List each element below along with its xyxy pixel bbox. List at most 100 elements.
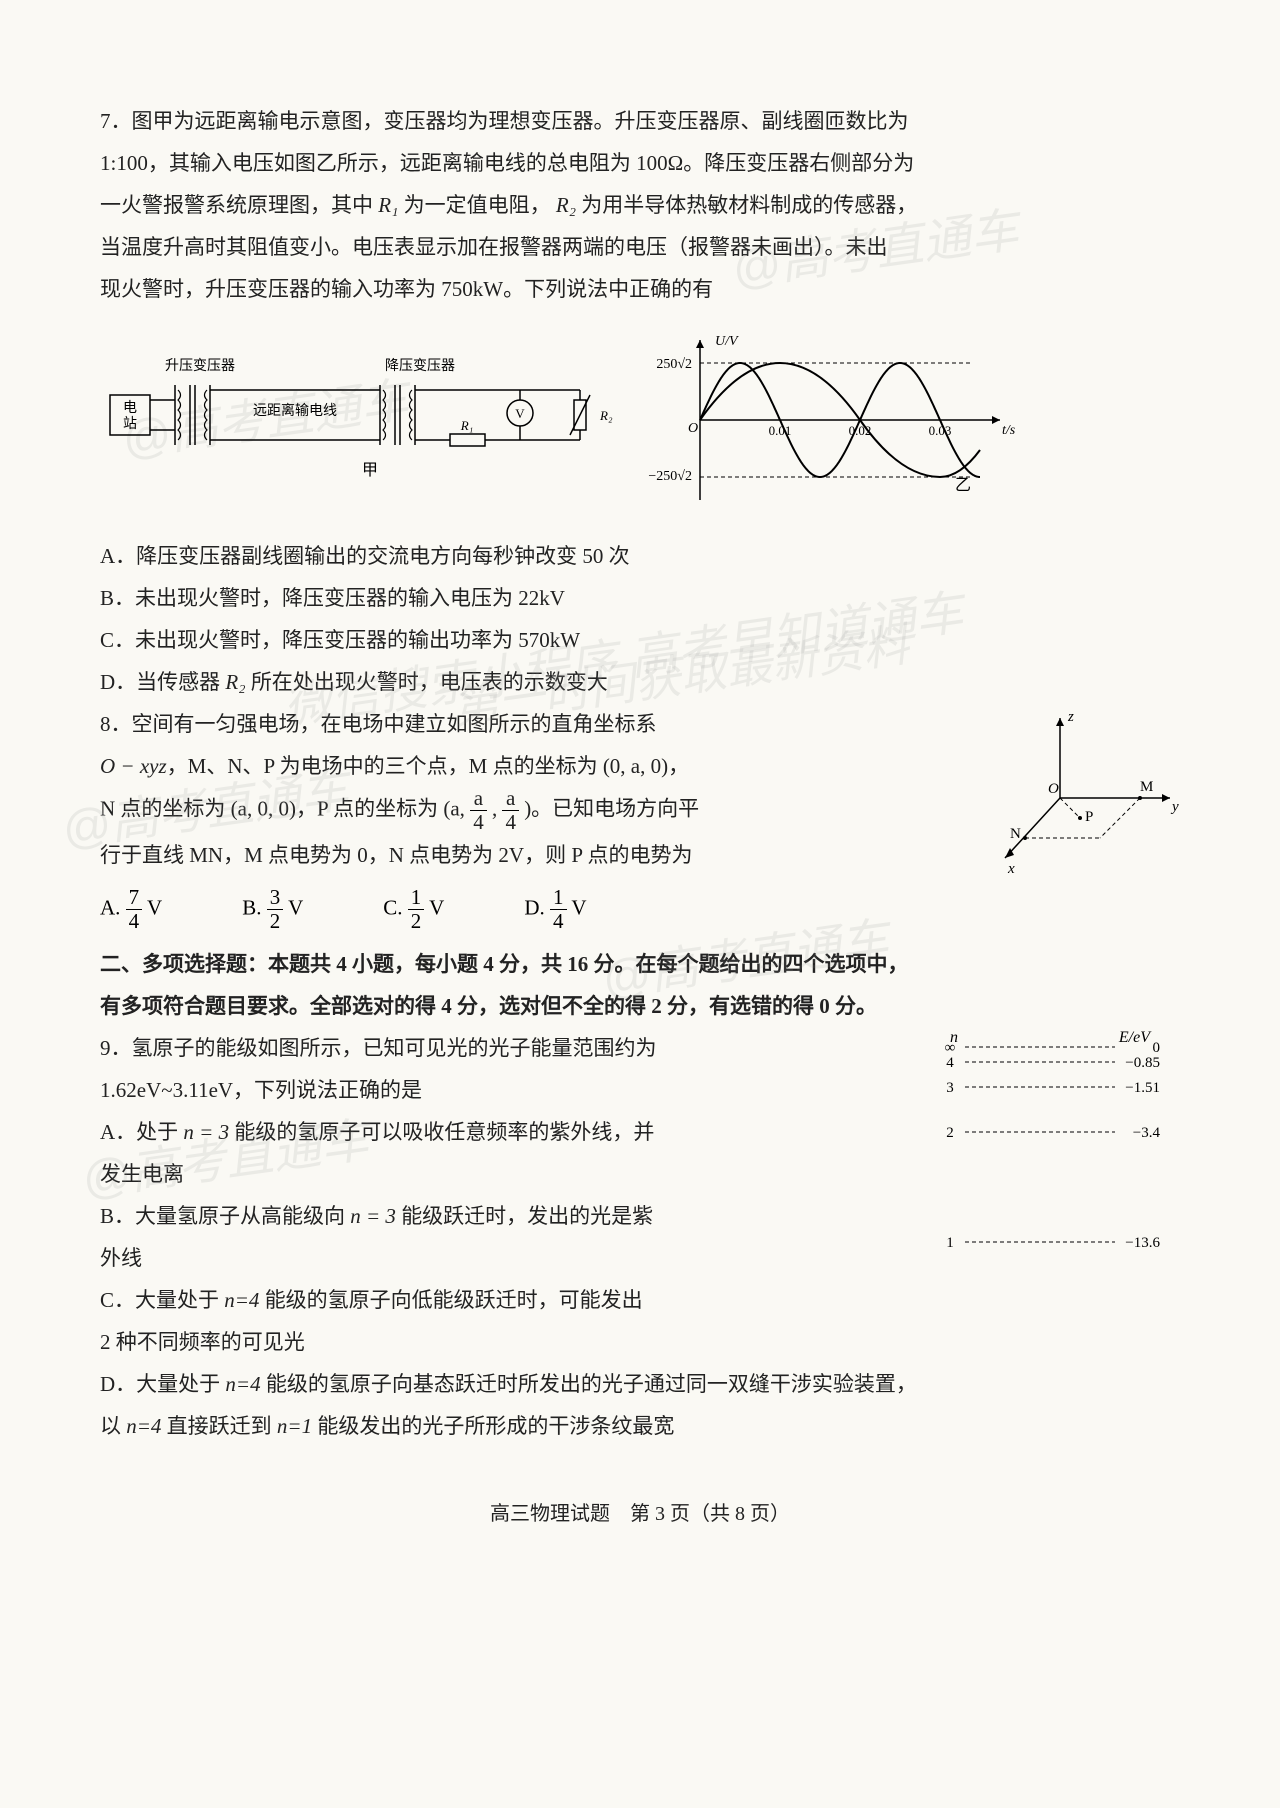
frac-den: 2 [408, 910, 425, 933]
q7-line4: 当温度升高时其阻值变小。电压表显示加在报警器两端的电压（报警器未画出）。未出 [100, 226, 1180, 268]
svg-text:R₂: R₂ [599, 408, 613, 423]
frac-den: 4 [550, 910, 567, 933]
svg-text:t/s: t/s [1002, 423, 1016, 438]
svg-text:升压变压器: 升压变压器 [165, 358, 235, 374]
q9d2-mid: 直接跃迁到 [161, 1414, 277, 1438]
q7-option-b: B．未出现火警时，降压变压器的输入电压为 22kV [100, 577, 1180, 619]
q7d-post: 所在处出现火警时，电压表的示数变大 [246, 670, 608, 694]
frac-num: a [502, 787, 519, 811]
q7-line3-a: 一火警报警系统原理图，其中 [100, 193, 373, 217]
n4: n=4 [225, 1372, 260, 1396]
svg-text:甲: 甲 [362, 462, 378, 479]
q9-option-c-line1: C．大量处于 n=4 能级的氢原子向低能级跃迁时，可能发出 [100, 1279, 1180, 1321]
q8-options: A. 74 V B. 32 V C. 12 V D. 14 V [100, 886, 1180, 933]
page-footer: 高三物理试题 第 3 页（共 8 页） [100, 1497, 1180, 1526]
svg-text:N: N [1010, 826, 1021, 842]
svg-text:250√2: 250√2 [656, 357, 692, 372]
q9b-post: 能级跃迁时，发出的光是紫 [396, 1204, 653, 1228]
q9-option-c-line2: 2 种不同频率的可见光 [100, 1321, 1180, 1363]
frac-den: 4 [470, 811, 487, 834]
svg-text:站: 站 [123, 416, 137, 432]
q9a-pre: A．处于 [100, 1120, 183, 1144]
circuit-diagram-box: 电 站 升压变压器 远距离输电线 降压变压器 [100, 345, 620, 500]
q7-line1: 7．图甲为远距离输电示意图，变压器均为理想变压器。升压变压器原、副线圈匝数比为 [100, 100, 1180, 142]
q9-option-d-line2: 以 n=4 直接跃迁到 n=1 能级发出的光子所形成的干涉条纹最宽 [100, 1405, 1180, 1447]
opt-label: D. [524, 896, 544, 920]
footer-title: 高三物理试题 [490, 1503, 610, 1525]
svg-text:P: P [1085, 809, 1093, 825]
n3: n = 3 [183, 1120, 229, 1144]
n4: n=4 [126, 1414, 161, 1438]
svg-text:x: x [1007, 861, 1015, 877]
q7-option-d: D．当传感器 R₂ 所在处出现火警时，电压表的示数变大 [100, 661, 1180, 703]
svg-text:3: 3 [946, 1080, 954, 1096]
n3: n = 3 [350, 1204, 396, 1228]
coord-diagram: z y x O M N P [980, 703, 1180, 883]
n1: n=1 [277, 1414, 312, 1438]
unit: V [571, 896, 586, 920]
q9c-post: 能级的氢原子向低能级跃迁时，可能发出 [259, 1288, 642, 1312]
q9d-pre: D．大量处于 [100, 1372, 225, 1396]
r1-symbol: R₁ [378, 193, 398, 217]
svg-text:O: O [1048, 781, 1059, 797]
q9-option-d-line1: D．大量处于 n=4 能级的氢原子向基态跃迁时所发出的光子通过同一双缝干涉实验装… [100, 1363, 1180, 1405]
q8-l3-mid: , [492, 796, 503, 820]
q7-option-a: A．降压变压器副线圈输出的交流电方向每秒钟改变 50 次 [100, 535, 1180, 577]
svg-text:−250√2: −250√2 [648, 469, 692, 484]
svg-text:U/V: U/V [715, 334, 739, 349]
q7-option-c: C．未出现火警时，降压变压器的输出功率为 570kW [100, 619, 1180, 661]
q7-line3: 一火警报警系统原理图，其中 R₁ 为一定值电阻， R₂ 为用半导体热敏材料制成的… [100, 184, 1180, 226]
q8-l3-pre: N 点的坐标为 (a, 0, 0)，P 点的坐标为 (a, [100, 796, 470, 820]
exam-page: @高考直通车 @高考直通车 微信搜索小程序 高考早知道通车 第一时间获取最新资料… [0, 0, 1280, 1808]
svg-text:电: 电 [123, 400, 137, 416]
frac-num: 7 [126, 886, 143, 910]
q7-line5: 现火警时，升压变压器的输入功率为 750kW。下列说法中正确的有 [100, 268, 1180, 310]
r2-symbol: R₂ [556, 193, 576, 217]
svg-text:2: 2 [946, 1125, 954, 1141]
frac-den: 4 [126, 910, 143, 933]
q9a-post: 能级的氢原子可以吸收任意频率的紫外线，并 [229, 1120, 654, 1144]
n4: n=4 [224, 1288, 259, 1312]
svg-text:远距离输电线: 远距离输电线 [253, 402, 337, 419]
svg-text:−0.85: −0.85 [1125, 1055, 1160, 1071]
opt-label: A. [100, 896, 120, 920]
svg-text:−1.51: −1.51 [1125, 1080, 1160, 1096]
q9d-post: 能级的氢原子向基态跃迁时所发出的光子通过同一双缝干涉实验装置， [261, 1372, 917, 1396]
frac-num: 1 [550, 886, 567, 910]
svg-text:−13.6: −13.6 [1125, 1235, 1160, 1251]
svg-text:O: O [688, 421, 698, 436]
svg-text:−3.4: −3.4 [1133, 1125, 1161, 1141]
svg-text:E/eV: E/eV [1118, 1029, 1152, 1046]
svg-text:V: V [515, 406, 525, 421]
frac-den: 4 [502, 811, 519, 834]
q8-l3-post: )。已知电场方向平 [524, 796, 699, 820]
svg-text:∞: ∞ [945, 1040, 956, 1056]
unit: V [429, 896, 444, 920]
oxyz: O − xyz [100, 754, 167, 778]
svg-text:0: 0 [1153, 1040, 1161, 1056]
energy-level-diagram: n E/eV ∞04−0.853−1.512−3.41−13.6 [920, 1027, 1180, 1267]
q8-container: z y x O M N P 8．空间有一匀强电场，在电场中建立如图所示的直角坐标… [100, 703, 1180, 943]
q9c-pre: C．大量处于 [100, 1288, 224, 1312]
q7-figures: 电 站 升压变压器 远距离输电线 降压变压器 [100, 330, 1180, 515]
q8-l2-post: ，M、N、P 为电场中的三个点，M 点的坐标为 (0, a, 0)， [167, 754, 689, 778]
q8-option-a: A. 74 V [100, 886, 162, 933]
frac-num: 3 [267, 886, 284, 910]
frac-num: 1 [408, 886, 425, 910]
q7d-r2: R₂ [225, 670, 245, 694]
opt-label: B. [242, 896, 261, 920]
q9d2-post: 能级发出的光子所形成的干涉条纹最宽 [312, 1414, 674, 1438]
svg-text:1: 1 [946, 1235, 954, 1251]
circuit-diagram: 电 站 升压变压器 远距离输电线 降压变压器 [100, 345, 620, 495]
q7d-pre: D．当传感器 [100, 670, 225, 694]
q8-option-c: C. 12 V [383, 886, 444, 933]
svg-text:M: M [1140, 779, 1153, 795]
section2-header-line2: 有多项符合题目要求。全部选对的得 4 分，选对但不全的得 2 分，有选错的得 0… [100, 985, 1180, 1027]
q8-option-b: B. 32 V [242, 886, 303, 933]
svg-text:R₁: R₁ [460, 418, 473, 433]
svg-text:降压变压器: 降压变压器 [385, 358, 455, 374]
q9b-pre: B．大量氢原子从高能级向 [100, 1204, 350, 1228]
frac-num: a [470, 787, 487, 811]
sine-chart-box: U/V t/s O 250√2 −250√2 0.01 0.02 0.03 乙 [640, 330, 1020, 515]
section2-header-line1: 二、多项选择题：本题共 4 小题，每小题 4 分，共 16 分。在每个题给出的四… [100, 943, 1180, 985]
